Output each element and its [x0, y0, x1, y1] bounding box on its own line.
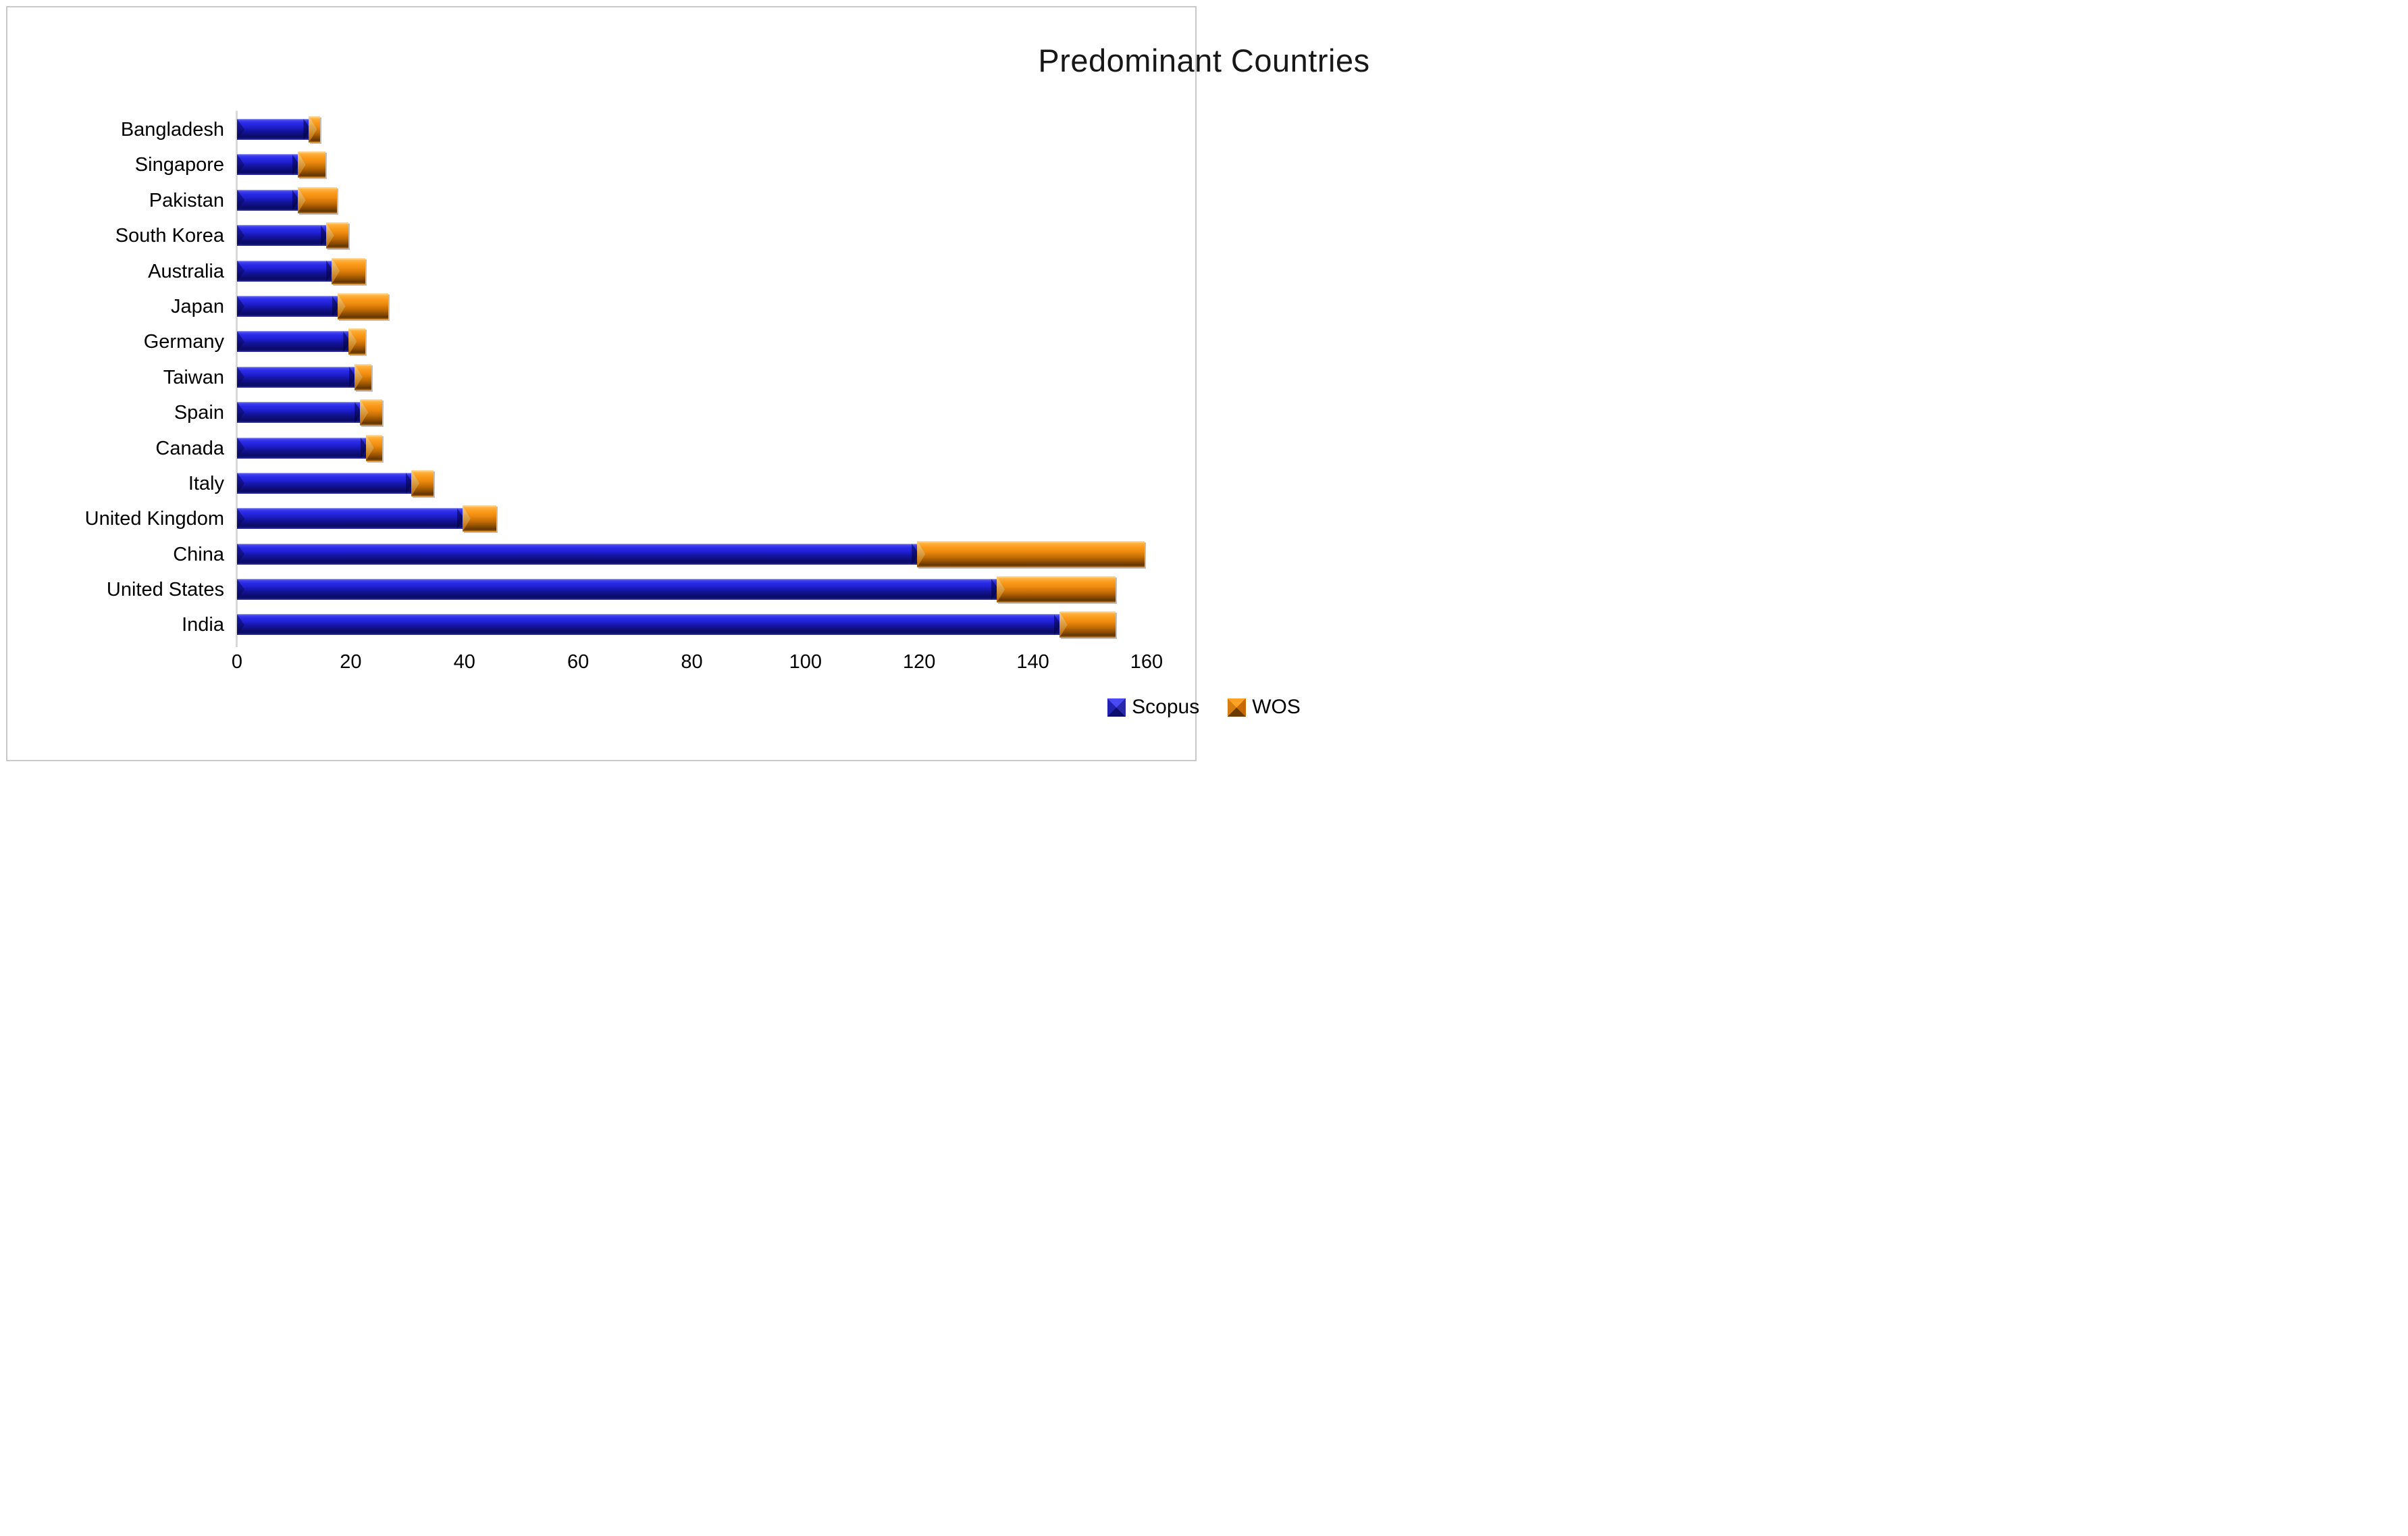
bar-row: [237, 254, 1155, 289]
x-axis-tick-label: 20: [340, 651, 362, 673]
chart-title: Predominant Countries: [1038, 43, 1370, 78]
wos-bar-segment: [360, 399, 383, 426]
wos-bar-segment: [997, 576, 1116, 603]
category-label: Australia: [148, 260, 224, 282]
wos-bar-segment: [1059, 611, 1116, 638]
scopus-bar-segment: [237, 119, 311, 140]
category-label: Pakistan: [149, 189, 224, 211]
category-label: Taiwan: [163, 366, 224, 388]
category-label: South Korea: [115, 225, 224, 247]
x-axis-tick-label: 60: [567, 651, 590, 673]
bar-row: [237, 501, 1155, 536]
bar-row: [237, 112, 1155, 147]
legend-label: Scopus: [1132, 696, 1200, 718]
wos-bar-segment: [917, 540, 1145, 567]
wos-bar-segment: [309, 116, 320, 143]
category-label: United Kingdom: [84, 508, 224, 530]
scopus-bar-segment: [237, 154, 300, 176]
x-axis-tick-label: 120: [903, 651, 936, 673]
chart-figure-frame: [6, 6, 1197, 761]
wos-bar-segment: [325, 222, 348, 249]
bar-row: [237, 183, 1155, 218]
x-axis-ticks: 0 20 40 60 80 100 120 140 160: [0, 651, 2408, 678]
category-label: Canada: [155, 437, 224, 459]
bar-row: [237, 431, 1155, 466]
x-axis-tick-label: 0: [231, 651, 243, 673]
wos-bar-segment: [337, 292, 388, 319]
wos-bar-segment: [462, 505, 496, 532]
bar-row: [237, 537, 1155, 572]
bar-row: [237, 289, 1155, 324]
scopus-bar-segment: [237, 614, 1062, 636]
scopus-bar-segment: [237, 189, 300, 211]
scopus-bar-segment: [237, 472, 413, 494]
bar-row: [237, 360, 1155, 395]
scopus-bar-segment: [237, 366, 357, 388]
scopus-bar-segment: [237, 508, 465, 530]
legend-label: WOS: [1252, 696, 1301, 718]
category-axis-labels: Bangladesh Singapore Pakistan South Korea Au…: [0, 112, 224, 643]
bar-row: [237, 147, 1155, 182]
x-axis-tick-label: 140: [1016, 651, 1049, 673]
category-label: Bangladesh: [120, 119, 224, 140]
category-label: Singapore: [134, 154, 224, 176]
wos-bar-segment: [348, 328, 366, 355]
legend-item: WOS: [1228, 696, 1301, 719]
bar-row: [237, 218, 1155, 253]
wos-bar-segment: [365, 434, 383, 461]
scopus-bar-segment: [237, 402, 363, 424]
legend-item: Scopus: [1107, 696, 1199, 719]
category-label: United States: [106, 579, 224, 601]
category-label: India: [182, 614, 224, 636]
x-axis-tick-label: 160: [1130, 651, 1163, 673]
category-label: China: [173, 543, 224, 565]
category-label: Japan: [170, 295, 224, 317]
bar-row: [237, 395, 1155, 430]
x-axis-tick-label: 100: [789, 651, 822, 673]
wos-bar-segment: [332, 257, 366, 284]
wos-bar-segment: [297, 186, 338, 213]
category-label: Italy: [188, 472, 224, 494]
bar-row: [237, 572, 1155, 607]
wos-bar-segment: [297, 151, 326, 178]
wos-bar-segment: [411, 469, 434, 496]
scopus-bar-segment: [237, 295, 340, 317]
x-axis-tick-label: 40: [453, 651, 475, 673]
legend: Scopus WOS: [0, 696, 2408, 719]
scopus-bar-segment: [237, 331, 351, 353]
bar-row: [237, 466, 1155, 501]
scopus-bar-segment: [237, 225, 328, 247]
category-label: Spain: [174, 402, 224, 424]
scopus-swatch-icon: [1107, 698, 1126, 717]
wos-bar-segment: [354, 363, 371, 390]
wos-swatch-icon: [1228, 698, 1247, 717]
scopus-bar-segment: [237, 579, 999, 600]
x-axis-tick-label: 80: [681, 651, 703, 673]
scopus-bar-segment: [237, 543, 920, 565]
bar-row: [237, 607, 1155, 642]
scopus-bar-segment: [237, 260, 334, 282]
category-label: Germany: [143, 331, 224, 353]
scopus-bar-segment: [237, 437, 368, 459]
bar-row: [237, 324, 1155, 359]
bar-rows: [237, 112, 1155, 643]
